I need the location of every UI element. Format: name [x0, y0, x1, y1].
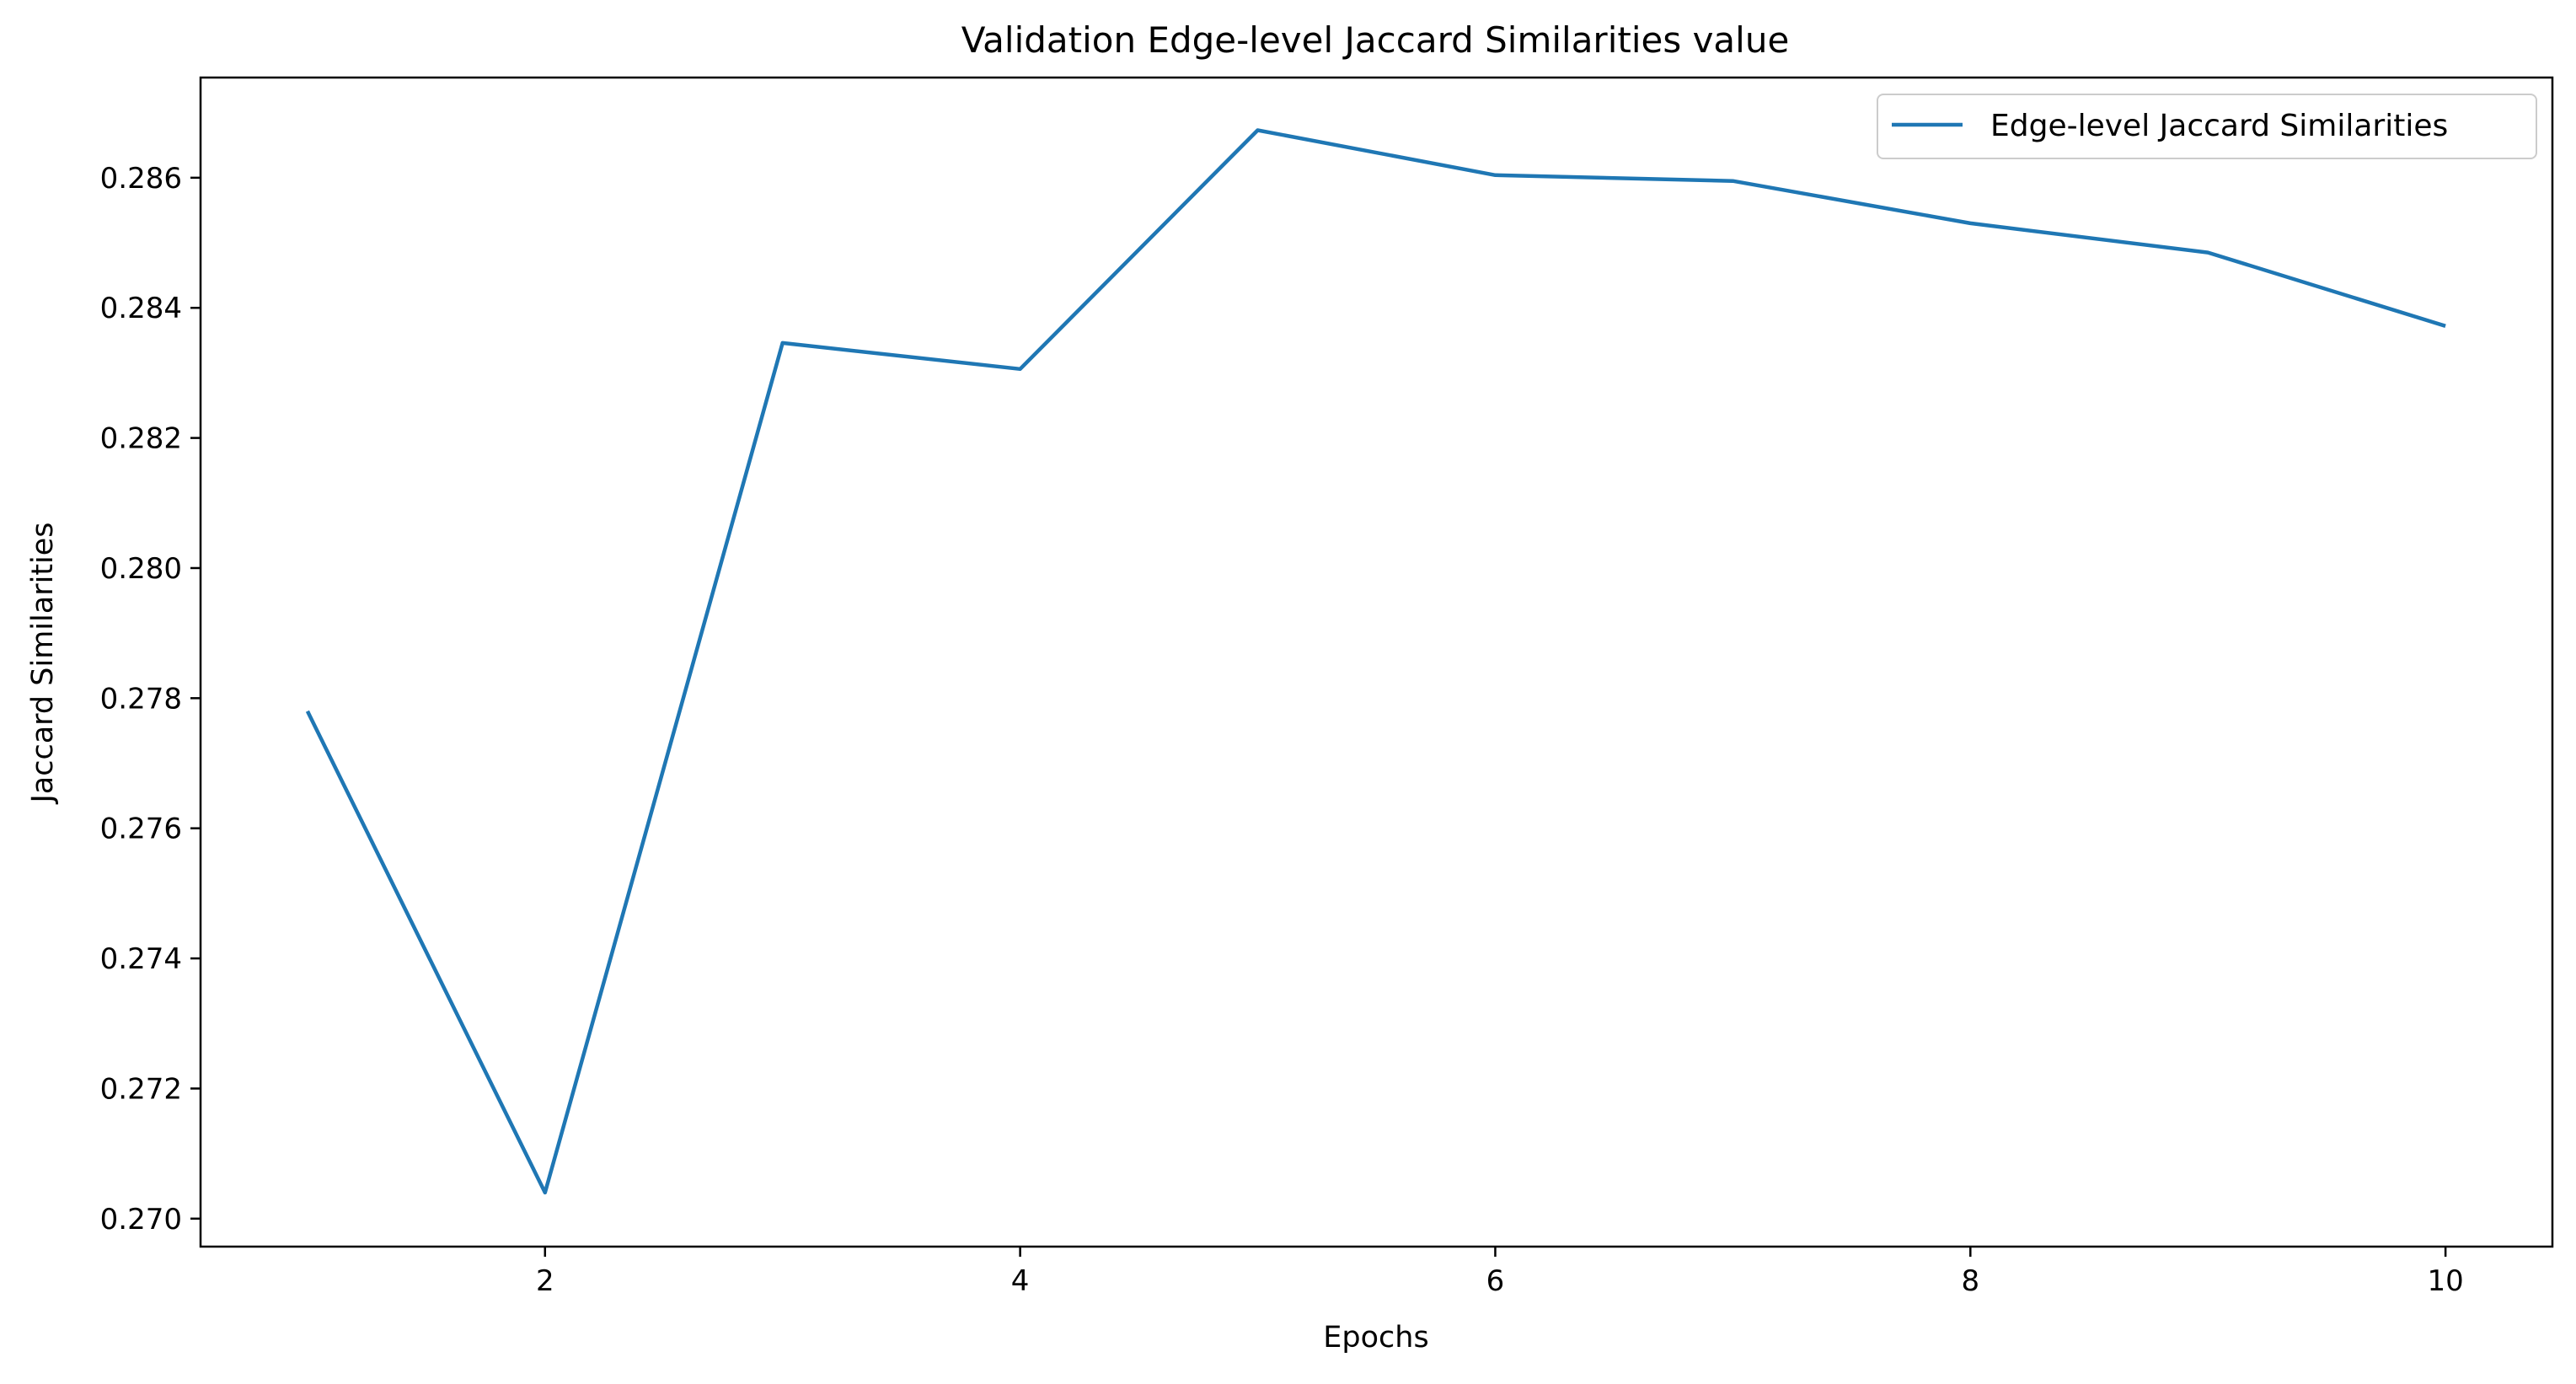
- x-axis-title: Epochs: [1323, 1321, 1428, 1354]
- y-tick-label: 0.270: [100, 1203, 182, 1236]
- y-tick-label: 0.286: [100, 162, 182, 196]
- y-tick-label: 0.284: [100, 292, 182, 325]
- series-line: [305, 128, 2446, 1195]
- legend: Edge-level Jaccard Similarities: [1877, 94, 2537, 159]
- y-tick-label: 0.276: [100, 813, 182, 846]
- chart-title: Validation Edge-level Jaccard Similariti…: [961, 19, 1790, 61]
- y-tick-label: 0.278: [100, 682, 182, 716]
- x-tick-label: 4: [1011, 1264, 1030, 1298]
- plot-frame: [199, 76, 2554, 1248]
- y-tick-label: 0.274: [100, 942, 182, 976]
- x-tick-label: 8: [1961, 1264, 1979, 1298]
- legend-box: [1877, 94, 2537, 159]
- y-tick-label: 0.280: [100, 552, 182, 586]
- y-tick-label: 0.272: [100, 1072, 182, 1106]
- x-tick-label: 6: [1486, 1264, 1505, 1298]
- legend-label: Edge-level Jaccard Similarities: [1990, 109, 2448, 143]
- y-axis-title: Jaccard Similarities: [26, 522, 60, 804]
- x-tick-label: 2: [536, 1264, 554, 1298]
- x-tick-label: 10: [2428, 1264, 2464, 1298]
- y-tick-label: 0.282: [100, 422, 182, 456]
